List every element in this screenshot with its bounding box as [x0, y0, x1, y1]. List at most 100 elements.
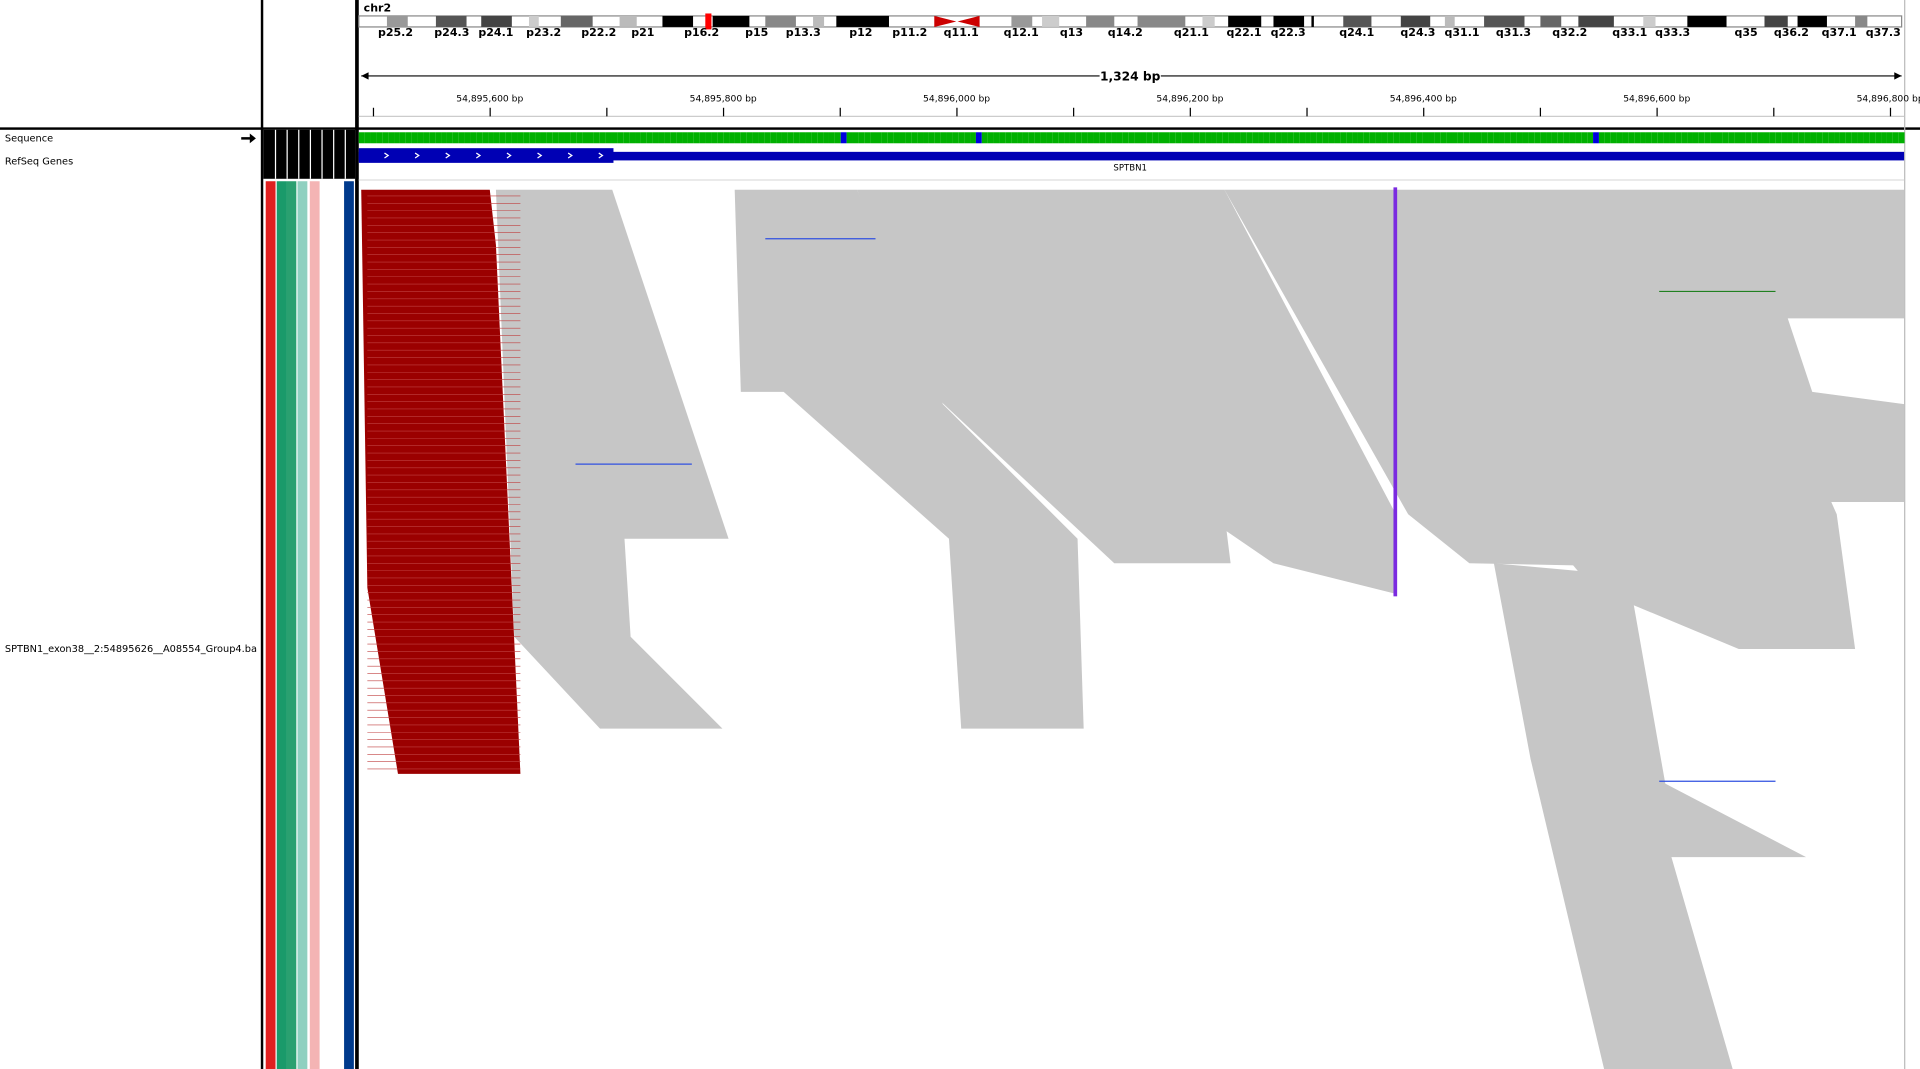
base — [1234, 132, 1241, 144]
base — [1875, 132, 1882, 144]
base — [1152, 132, 1159, 144]
base — [752, 132, 759, 144]
base — [1064, 132, 1070, 144]
ruler-label: 54,896,400 bp — [1390, 94, 1457, 105]
base — [1287, 132, 1294, 144]
cytoband-label: q24.1 — [1339, 26, 1374, 39]
base — [1475, 132, 1482, 144]
base — [429, 132, 436, 144]
cytoband-label: p25.2 — [378, 26, 413, 39]
base — [1434, 132, 1441, 144]
base — [517, 132, 524, 144]
cytoband — [662, 15, 694, 27]
base — [664, 132, 671, 144]
base — [1363, 132, 1370, 144]
cytoband-label: p21 — [631, 26, 654, 39]
read-group-mismatch — [361, 189, 521, 774]
base — [887, 132, 894, 144]
base — [1787, 132, 1793, 144]
base — [729, 132, 735, 144]
base — [540, 132, 547, 144]
base — [723, 132, 730, 144]
ruler-label: 54,896,600 bp — [1623, 94, 1690, 105]
base — [1581, 132, 1588, 144]
base — [1710, 132, 1717, 144]
base — [1546, 132, 1552, 144]
base — [552, 132, 559, 144]
base — [482, 132, 489, 144]
cytoband — [1764, 15, 1788, 27]
base — [1822, 132, 1829, 144]
attribute-cell — [320, 181, 331, 1069]
base — [629, 132, 636, 144]
base — [1193, 132, 1200, 144]
base — [452, 132, 459, 144]
base — [1557, 132, 1564, 144]
read-group — [979, 189, 1396, 594]
base — [1881, 132, 1887, 144]
base — [687, 132, 694, 144]
cytoband-label: q33.1 — [1612, 26, 1647, 39]
base — [999, 132, 1006, 144]
cytoband — [435, 15, 467, 27]
cytoband-label: q36.2 — [1774, 26, 1809, 39]
span-label: 1,324 bp — [1100, 70, 1161, 84]
base — [823, 132, 829, 144]
strand-arrow — [506, 152, 512, 159]
panel-divider — [260, 0, 264, 1069]
base — [787, 132, 794, 144]
base — [1111, 132, 1117, 144]
base — [1005, 132, 1012, 144]
base — [1692, 132, 1699, 144]
base — [981, 132, 988, 144]
cytoband — [1202, 15, 1215, 27]
cytoband — [1273, 15, 1305, 27]
base — [1375, 132, 1382, 144]
cytoband — [1855, 15, 1868, 27]
base — [1722, 132, 1729, 144]
cytoband-label: p12 — [849, 26, 872, 39]
track-name: SPTBN1_exon38__2:54895626__A08554_Group4… — [5, 644, 257, 655]
base — [1446, 132, 1452, 144]
cytoband-label: p22.2 — [581, 26, 616, 39]
base — [646, 132, 653, 144]
cytoband — [1400, 15, 1431, 27]
base — [917, 132, 924, 144]
header-divider — [0, 127, 1920, 130]
attribute-header — [263, 129, 356, 179]
base — [1616, 132, 1623, 144]
base — [558, 132, 565, 144]
base — [1246, 132, 1253, 144]
base — [1587, 132, 1594, 144]
cytoband — [1540, 15, 1562, 27]
track-name: Sequence — [5, 133, 53, 144]
base — [611, 132, 618, 144]
base — [493, 132, 500, 144]
base — [958, 132, 965, 144]
ruler-label: 54,896,800 bp — [1857, 94, 1920, 105]
base — [411, 132, 418, 144]
base — [1040, 132, 1047, 144]
base — [1781, 132, 1788, 144]
strand-arrow — [598, 152, 604, 159]
base — [617, 132, 624, 144]
base — [1393, 132, 1400, 144]
base — [1146, 132, 1153, 144]
strand-arrow — [414, 152, 420, 159]
cytoband-label: q14.2 — [1108, 26, 1143, 39]
cytoband — [1444, 15, 1455, 27]
base — [705, 132, 712, 144]
base — [799, 132, 806, 144]
base — [1575, 132, 1582, 144]
base — [811, 132, 818, 144]
strand-arrow[interactable] — [241, 133, 256, 144]
base — [1087, 132, 1094, 144]
base — [1493, 132, 1500, 144]
base — [852, 132, 859, 144]
base — [1828, 132, 1835, 144]
base — [1169, 132, 1176, 144]
strand-arrow — [537, 152, 543, 159]
base — [1469, 132, 1476, 144]
base — [1628, 132, 1635, 144]
cytoband-label: p24.1 — [478, 26, 513, 39]
